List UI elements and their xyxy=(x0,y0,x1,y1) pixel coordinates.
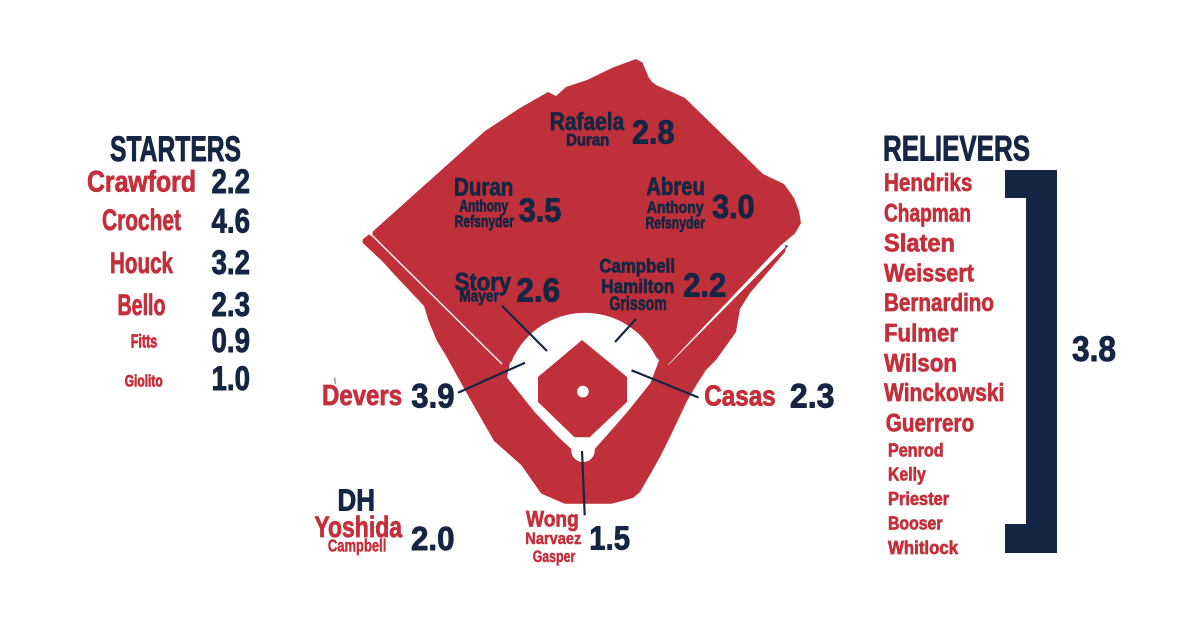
svg-text:Yoshida: Yoshida xyxy=(314,511,402,544)
svg-text:Duran: Duran xyxy=(566,131,609,149)
svg-text:1.5: 1.5 xyxy=(589,519,630,556)
svg-text:Anthony: Anthony xyxy=(647,199,704,217)
svg-text:3.8: 3.8 xyxy=(1072,330,1116,369)
svg-text:Giolito: Giolito xyxy=(125,372,163,390)
svg-text:Winckowski: Winckowski xyxy=(884,379,1004,407)
svg-text:Wilson: Wilson xyxy=(884,349,957,377)
svg-text:2.6: 2.6 xyxy=(516,272,560,309)
svg-text:Houck: Houck xyxy=(110,247,173,280)
svg-text:Whitlock: Whitlock xyxy=(888,537,959,558)
svg-text:Slaten: Slaten xyxy=(884,229,955,257)
svg-text:Anthony: Anthony xyxy=(459,198,508,216)
svg-text:1.0: 1.0 xyxy=(212,360,251,398)
svg-text:3.2: 3.2 xyxy=(212,244,251,282)
svg-text:DH: DH xyxy=(338,483,376,518)
svg-text:Rafaela: Rafaela xyxy=(550,108,625,136)
svg-text:Weissert: Weissert xyxy=(884,259,975,287)
svg-text:RELIEVERS: RELIEVERS xyxy=(883,130,1030,169)
svg-text:Penrod: Penrod xyxy=(888,440,944,461)
svg-text:Hamilton: Hamilton xyxy=(601,277,674,298)
svg-text:Chapman: Chapman xyxy=(884,200,971,228)
svg-text:3.0: 3.0 xyxy=(712,188,755,225)
svg-text:Refsnyder: Refsnyder xyxy=(645,215,705,233)
svg-text:Refsnyder: Refsnyder xyxy=(455,213,515,231)
svg-text:3.5: 3.5 xyxy=(519,192,562,229)
svg-text:Story: Story xyxy=(455,268,512,296)
svg-text:Booser: Booser xyxy=(888,513,943,534)
svg-text:0.9: 0.9 xyxy=(212,322,251,360)
svg-text:Crawford: Crawford xyxy=(87,166,196,199)
svg-text:Crochet: Crochet xyxy=(102,204,181,237)
svg-text:2.3: 2.3 xyxy=(212,286,251,324)
svg-text:2.2: 2.2 xyxy=(212,163,251,201)
svg-text:Casas: Casas xyxy=(704,381,776,413)
svg-text:Hendriks: Hendriks xyxy=(884,169,972,197)
svg-text:Fulmer: Fulmer xyxy=(884,320,958,348)
svg-text:Gasper: Gasper xyxy=(533,548,576,566)
svg-text:Duran: Duran xyxy=(454,174,513,202)
svg-text:2.3: 2.3 xyxy=(790,378,835,416)
svg-text:STARTERS: STARTERS xyxy=(110,130,241,169)
svg-text:Kelly: Kelly xyxy=(888,464,926,485)
svg-text:4.6: 4.6 xyxy=(212,203,251,241)
svg-text:Bernardino: Bernardino xyxy=(884,289,994,317)
svg-text:2.0: 2.0 xyxy=(411,520,455,557)
svg-text:Devers: Devers xyxy=(322,380,402,412)
svg-text:Guerrero: Guerrero xyxy=(886,409,974,437)
svg-text:2.2: 2.2 xyxy=(683,266,726,303)
svg-text:Campbell: Campbell xyxy=(599,257,675,278)
svg-text:Abreu: Abreu xyxy=(646,173,705,201)
svg-text:Campbell: Campbell xyxy=(328,535,387,555)
svg-text:Mayer: Mayer xyxy=(459,288,499,306)
svg-text:Priester: Priester xyxy=(888,488,949,509)
svg-text:3.9: 3.9 xyxy=(411,378,454,416)
svg-text:Narvaez: Narvaez xyxy=(525,530,581,548)
svg-text:2.8: 2.8 xyxy=(632,113,675,150)
svg-text:Fitts: Fitts xyxy=(131,331,158,352)
svg-text:Wong: Wong xyxy=(526,507,579,532)
svg-text:Grissom: Grissom xyxy=(609,294,667,315)
svg-text:Bello: Bello xyxy=(118,289,166,322)
